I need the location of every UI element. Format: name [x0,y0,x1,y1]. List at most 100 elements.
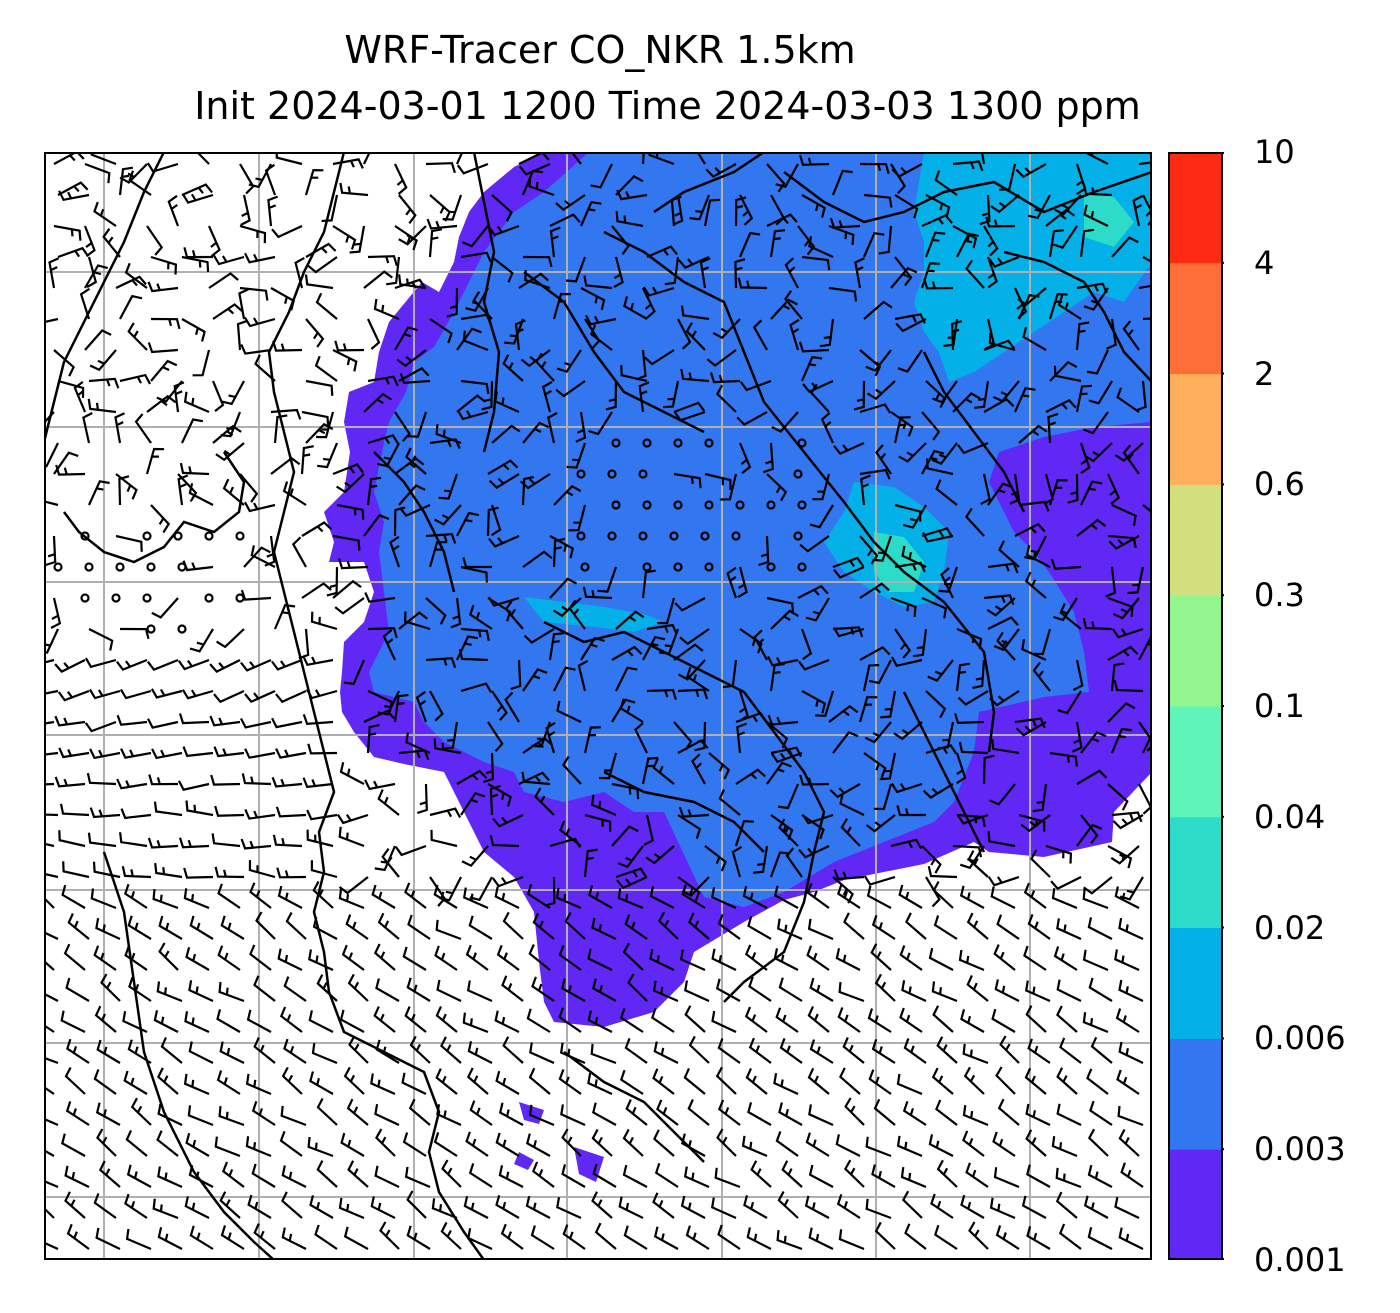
wind-barb [681,1133,706,1157]
wind-barb [649,886,675,909]
wind-barb [456,769,488,785]
wind-barb [119,373,151,385]
wind-barb [460,627,490,642]
wind-barb [1018,424,1048,444]
wind-barb [642,287,656,319]
wind-barb [502,354,524,382]
wind-barb [736,411,768,426]
wind-barb [181,418,204,444]
wind-barb [398,611,428,630]
wind-barb [980,473,991,505]
wind-barb [277,948,303,971]
wind-barb [347,973,369,1002]
wind-barb [1114,949,1140,972]
wind-barb [963,1066,985,1095]
wind-barb [555,194,586,212]
wind-barb [367,255,398,267]
wind-barb [1025,1005,1047,1033]
wind-barb [677,739,709,754]
wind-barb [681,876,710,897]
wind-barb [510,659,522,691]
wind-barb [345,914,369,940]
wind-barb [820,412,834,444]
wind-barb [836,1193,861,1219]
wind-barb [967,850,989,878]
wind-barb [442,194,463,221]
wind-barb [57,689,90,702]
wind-barb [545,721,556,754]
wind-barb [336,813,369,825]
wind-barb [436,979,462,1002]
wind-barb [307,256,338,274]
wind-barb [711,1010,737,1033]
wind-barb [44,751,59,756]
wind-barb [1082,949,1109,972]
wind-barb [1138,284,1152,290]
wind-barb [84,329,112,351]
wind-barb [461,845,489,868]
wind-barb [987,482,1013,506]
wind-barb [94,1005,117,1033]
wind-barb [363,709,395,723]
wind-barb [87,480,110,506]
wind-barb [935,1099,958,1126]
wind-barb [1111,236,1139,258]
wind-barb [739,194,754,226]
wind-barb [59,803,90,817]
wind-barb [1080,731,1107,754]
wind-barb [642,635,666,661]
wind-barb [363,270,393,289]
wind-barb [940,567,954,599]
wind-barb [643,349,675,366]
wind-barb [646,688,677,700]
wind-barb [528,176,555,197]
wind-barb [1114,1196,1140,1219]
map-panel [44,152,1152,1260]
wind-barb [336,473,365,494]
wind-barb [831,169,853,196]
wind-barb [1087,1128,1109,1157]
wind-barb [119,627,150,640]
wind-barb [691,753,706,785]
wind-barb [44,951,55,971]
wind-barb [677,876,701,902]
wind-barb [53,349,75,377]
wind-barb [1075,384,1093,413]
wind-barb [44,1179,59,1189]
wind-barb [1013,386,1036,413]
wind-barb [157,1227,183,1250]
wind-barb [874,973,896,1002]
wind-barb [178,713,210,725]
wind-barb [555,380,586,398]
wind-barb [798,658,830,671]
wind-barb [1082,617,1113,631]
wind-barb [504,691,520,723]
colorbar-tick-label: 4 [1254,243,1275,282]
wind-barb [1082,1012,1109,1034]
wind-barb [734,196,747,227]
wind-barb [689,194,711,221]
wind-barb [398,194,417,225]
wind-barb [1111,811,1143,823]
wind-barb [1057,690,1082,715]
wind-barb [440,1221,462,1250]
wind-barb [1022,327,1047,351]
wind-barb [812,473,831,501]
wind-barb [894,503,922,522]
wind-barb [250,545,276,568]
wind-barb [504,600,524,630]
wind-barb [462,225,489,248]
wind-barb [879,752,897,781]
wind-barb [597,566,618,593]
wind-barb [801,194,826,218]
wind-barb [1056,1067,1078,1095]
wind-barb [1127,566,1145,595]
wind-barb [966,975,989,1002]
wind-barb [183,867,214,879]
wind-barb [177,473,198,502]
wind-barb [381,848,400,878]
wind-barb [218,981,245,1003]
wind-barb [580,287,606,311]
wind-barb [209,659,241,673]
wind-barb [838,982,865,1003]
